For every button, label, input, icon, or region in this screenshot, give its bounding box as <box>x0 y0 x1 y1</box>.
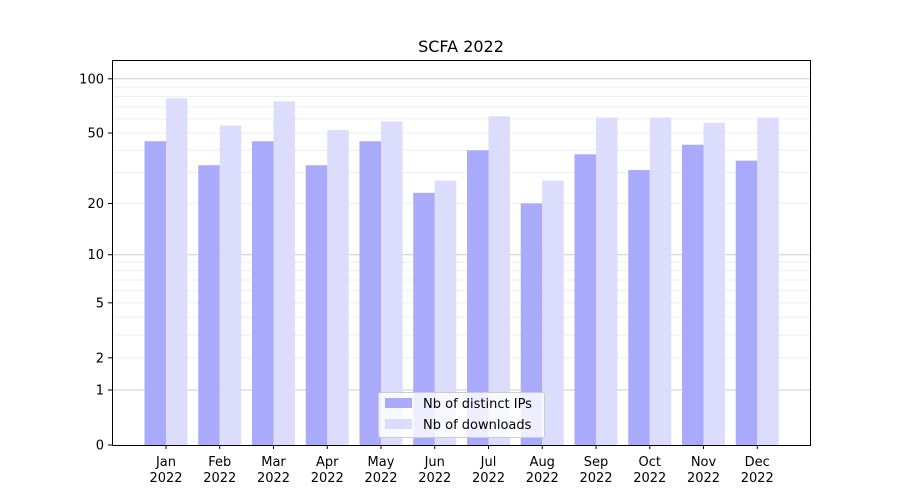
x-tick-label-year: 2022 <box>311 471 344 486</box>
x-tick-label-month: Jul <box>480 455 497 470</box>
x-tick-label-year: 2022 <box>633 471 666 486</box>
x-tick-label-year: 2022 <box>687 471 720 486</box>
y-tick-label: 100 <box>79 72 104 87</box>
bars <box>144 98 779 446</box>
bar-downloads <box>327 129 349 445</box>
y-tick-label: 2 <box>96 351 104 366</box>
bar-distinct-ips <box>735 160 758 446</box>
x-tick-label-month: Mar <box>261 455 286 470</box>
y-tick-label: 5 <box>96 296 104 311</box>
bar-distinct-ips <box>359 141 381 445</box>
y-tick-label: 20 <box>87 197 104 212</box>
bar-distinct-ips <box>682 144 704 445</box>
x-tick-label-month: Sep <box>584 455 609 470</box>
bar-downloads <box>542 180 564 445</box>
bar-downloads <box>166 98 188 445</box>
x-tick-label-month: Jun <box>424 455 445 470</box>
y-tick-label: 0 <box>96 439 104 454</box>
bar-distinct-ips <box>574 154 596 445</box>
x-tick-label-month: Feb <box>208 455 231 470</box>
x-tick-label-month: Dec <box>745 455 770 470</box>
legend: Nb of distinct IPs Nb of downloads <box>378 392 545 438</box>
bar-distinct-ips <box>305 165 328 446</box>
bar-downloads <box>596 117 618 446</box>
x-tick-label-year: 2022 <box>203 471 236 486</box>
bar-distinct-ips <box>467 150 489 445</box>
bar-distinct-ips <box>144 141 166 445</box>
x-tick-label-month: Nov <box>691 455 717 470</box>
x-tick-label-year: 2022 <box>257 471 290 486</box>
bar-downloads <box>273 101 295 445</box>
x-axis: Jan2022Feb2022Mar2022Apr2022May2022Jun20… <box>149 445 774 486</box>
x-tick-label-month: May <box>368 455 395 470</box>
legend-label-distinct-ips: Nb of distinct IPs <box>423 397 532 412</box>
legend-box <box>378 392 545 438</box>
x-tick-label-year: 2022 <box>472 471 505 486</box>
y-axis: 0 1 2 5 10 20 50 100 <box>79 72 112 454</box>
x-tick-label-year: 2022 <box>364 471 397 486</box>
y-tick-label: 10 <box>87 248 104 263</box>
bar-downloads <box>381 121 403 446</box>
bar-distinct-ips <box>628 170 650 445</box>
x-tick-label-year: 2022 <box>741 471 774 486</box>
bar-distinct-ips <box>520 203 543 445</box>
bar-distinct-ips <box>198 165 220 446</box>
x-tick-label-month: Apr <box>316 455 339 470</box>
legend-swatch-downloads <box>385 419 412 429</box>
bar-downloads <box>757 117 779 446</box>
plot-frame <box>112 60 811 446</box>
x-tick-label-month: Aug <box>530 455 555 470</box>
y-tick-label: 50 <box>87 127 104 142</box>
bar-downloads <box>434 180 457 445</box>
x-tick-label-year: 2022 <box>418 471 451 486</box>
bar-downloads <box>488 116 510 445</box>
legend-label-downloads: Nb of downloads <box>423 418 532 433</box>
y-tick-label: 1 <box>96 384 104 399</box>
bar-distinct-ips <box>252 141 274 445</box>
bar-downloads <box>649 117 672 446</box>
x-tick-label-month: Jan <box>155 455 176 470</box>
bar-distinct-ips <box>413 192 435 445</box>
bar-downloads <box>703 122 725 445</box>
chart-title: SCFA 2022 <box>418 37 504 56</box>
x-tick-label-month: Oct <box>639 455 661 470</box>
x-tick-label-year: 2022 <box>579 471 612 486</box>
bar-downloads <box>219 125 242 445</box>
x-tick-label-year: 2022 <box>526 471 559 486</box>
x-tick-label-year: 2022 <box>149 471 182 486</box>
legend-swatch-distinct-ips <box>385 398 412 408</box>
